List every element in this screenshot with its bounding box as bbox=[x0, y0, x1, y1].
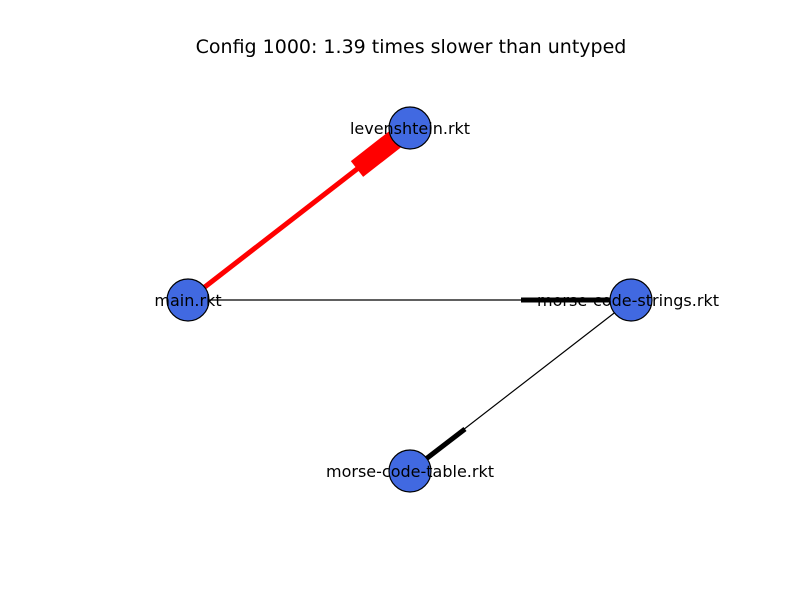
node-table-label: morse-code-table.rkt bbox=[326, 462, 494, 481]
node-levenshtein: levenshtein.rkt bbox=[350, 106, 470, 150]
node-table: morse-code-table.rkt bbox=[326, 449, 494, 493]
edge-strings-table bbox=[409, 299, 632, 472]
nodes-layer: levenshtein.rkt main.rkt morse-code-stri… bbox=[154, 106, 719, 493]
edge-strings-table-arrowhead bbox=[420, 427, 467, 464]
node-levenshtein-circle bbox=[388, 106, 432, 150]
node-main: main.rkt bbox=[154, 278, 222, 322]
edges-layer bbox=[186, 126, 632, 472]
edge-main-levenshtein-arrowhead bbox=[350, 129, 405, 177]
edge-main-levenshtein bbox=[186, 126, 412, 302]
node-main-circle bbox=[166, 278, 210, 322]
graph-title: Config 1000: 1.39 times slower than unty… bbox=[196, 36, 627, 58]
node-table-circle bbox=[388, 449, 432, 493]
node-strings-label: morse-code-strings.rkt bbox=[537, 291, 719, 310]
node-strings: morse-code-strings.rkt bbox=[537, 278, 719, 322]
node-strings-circle bbox=[609, 278, 653, 322]
node-main-label: main.rkt bbox=[154, 291, 221, 310]
node-levenshtein-label: levenshtein.rkt bbox=[350, 119, 470, 138]
